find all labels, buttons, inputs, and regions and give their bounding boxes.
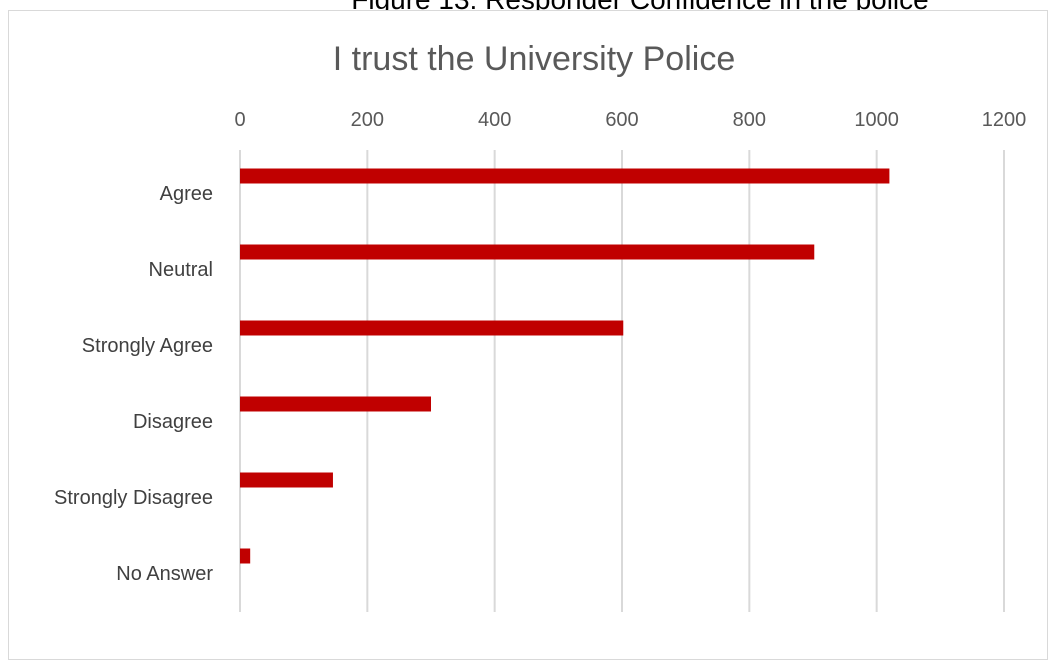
x-tick-label: 0: [234, 109, 245, 131]
bars: [240, 168, 890, 564]
x-tick-label: 200: [351, 109, 384, 131]
category-label: Neutral: [149, 259, 213, 281]
bar-agree: [240, 168, 890, 184]
bar-neutral: [240, 244, 815, 260]
x-tick-label: 1000: [854, 109, 899, 131]
x-tick-label: 400: [478, 109, 511, 131]
x-axis-ticks: 0 200 400 600 800 1000 1200: [234, 109, 1026, 131]
x-tick-label: 600: [605, 109, 638, 131]
category-labels: Agree Neutral Strongly Agree Disagree Strong…: [54, 183, 213, 585]
category-label: Strongly Agree: [82, 335, 213, 357]
x-tick-label: 1200: [982, 109, 1027, 131]
bar-chart: I trust the University Police 0 200 400 600…: [54, 40, 1026, 612]
bar-disagree: [240, 396, 431, 412]
bar-strongly-agree: [240, 320, 624, 336]
bar-no-answer: [240, 548, 251, 564]
bar-strongly-disagree: [240, 472, 333, 488]
category-label: Strongly Disagree: [54, 487, 213, 509]
category-label: No Answer: [116, 563, 213, 585]
x-tick-label: 800: [733, 109, 766, 131]
chart-title: I trust the University Police: [333, 40, 735, 78]
category-label: Disagree: [133, 411, 213, 433]
category-label: Agree: [160, 183, 213, 205]
gridlines: [239, 150, 1005, 612]
